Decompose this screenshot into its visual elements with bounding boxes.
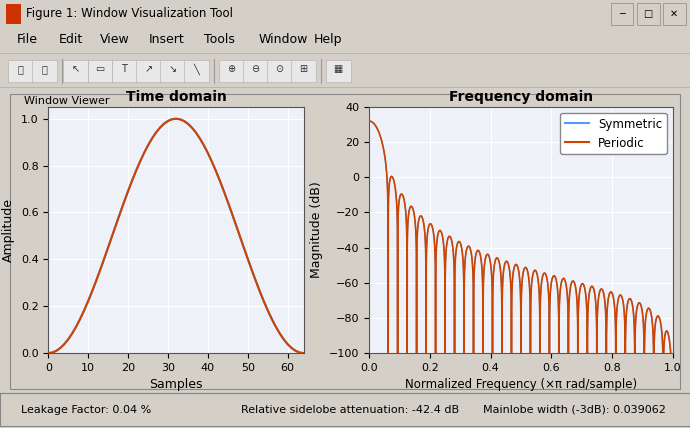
Text: Insert: Insert bbox=[148, 33, 184, 46]
Legend: Symmetric, Periodic: Symmetric, Periodic bbox=[560, 113, 667, 154]
Text: ✕: ✕ bbox=[670, 9, 678, 19]
Bar bbox=[6, 4, 21, 24]
Bar bbox=[326, 59, 351, 82]
Text: ▦: ▦ bbox=[333, 64, 343, 74]
Title: Time domain: Time domain bbox=[126, 90, 226, 104]
Bar bbox=[637, 3, 660, 25]
Text: ↘: ↘ bbox=[168, 64, 177, 74]
Text: ↗: ↗ bbox=[144, 64, 152, 74]
Text: Mainlobe width (-3dB): 0.039062: Mainlobe width (-3dB): 0.039062 bbox=[483, 405, 666, 415]
Bar bbox=[267, 59, 292, 82]
Bar bbox=[291, 59, 316, 82]
Text: T: T bbox=[121, 64, 127, 74]
Bar bbox=[63, 59, 88, 82]
Text: Leakage Factor: 0.04 %: Leakage Factor: 0.04 % bbox=[21, 405, 151, 415]
Y-axis label: Amplitude: Amplitude bbox=[2, 198, 15, 262]
Text: ─: ─ bbox=[619, 9, 624, 19]
Text: □: □ bbox=[643, 9, 653, 19]
Text: Window: Window bbox=[259, 33, 308, 46]
Bar bbox=[184, 59, 209, 82]
Text: ↖: ↖ bbox=[72, 64, 80, 74]
Text: View: View bbox=[100, 33, 130, 46]
Title: Frequency domain: Frequency domain bbox=[449, 90, 593, 104]
Bar bbox=[219, 59, 244, 82]
Bar bbox=[663, 3, 686, 25]
Text: Relative sidelobe attenuation: -42.4 dB: Relative sidelobe attenuation: -42.4 dB bbox=[241, 405, 460, 415]
Bar bbox=[32, 59, 57, 82]
Text: File: File bbox=[17, 33, 38, 46]
Text: ⎙: ⎙ bbox=[18, 64, 23, 74]
Bar bbox=[88, 59, 112, 82]
Bar bbox=[611, 3, 633, 25]
Text: ⊕: ⊕ bbox=[227, 64, 235, 74]
Text: Edit: Edit bbox=[59, 33, 83, 46]
Text: ╲: ╲ bbox=[194, 63, 199, 75]
Bar bbox=[8, 59, 33, 82]
Text: ⊞: ⊞ bbox=[299, 64, 308, 74]
Text: ⧉: ⧉ bbox=[42, 64, 48, 74]
Text: Help: Help bbox=[314, 33, 342, 46]
Text: Figure 1: Window Visualization Tool: Figure 1: Window Visualization Tool bbox=[26, 7, 233, 21]
X-axis label: Samples: Samples bbox=[149, 378, 203, 391]
Text: ⊖: ⊖ bbox=[251, 64, 259, 74]
Bar bbox=[136, 59, 161, 82]
Bar bbox=[160, 59, 185, 82]
Y-axis label: Magnitude (dB): Magnitude (dB) bbox=[310, 181, 324, 279]
Text: ⊙: ⊙ bbox=[275, 64, 284, 74]
X-axis label: Normalized Frequency (×π rad/sample): Normalized Frequency (×π rad/sample) bbox=[405, 378, 637, 391]
Text: Window Viewer: Window Viewer bbox=[24, 96, 110, 107]
Bar bbox=[112, 59, 137, 82]
Text: ▭: ▭ bbox=[95, 64, 105, 74]
Bar bbox=[243, 59, 268, 82]
Text: Tools: Tools bbox=[204, 33, 235, 46]
